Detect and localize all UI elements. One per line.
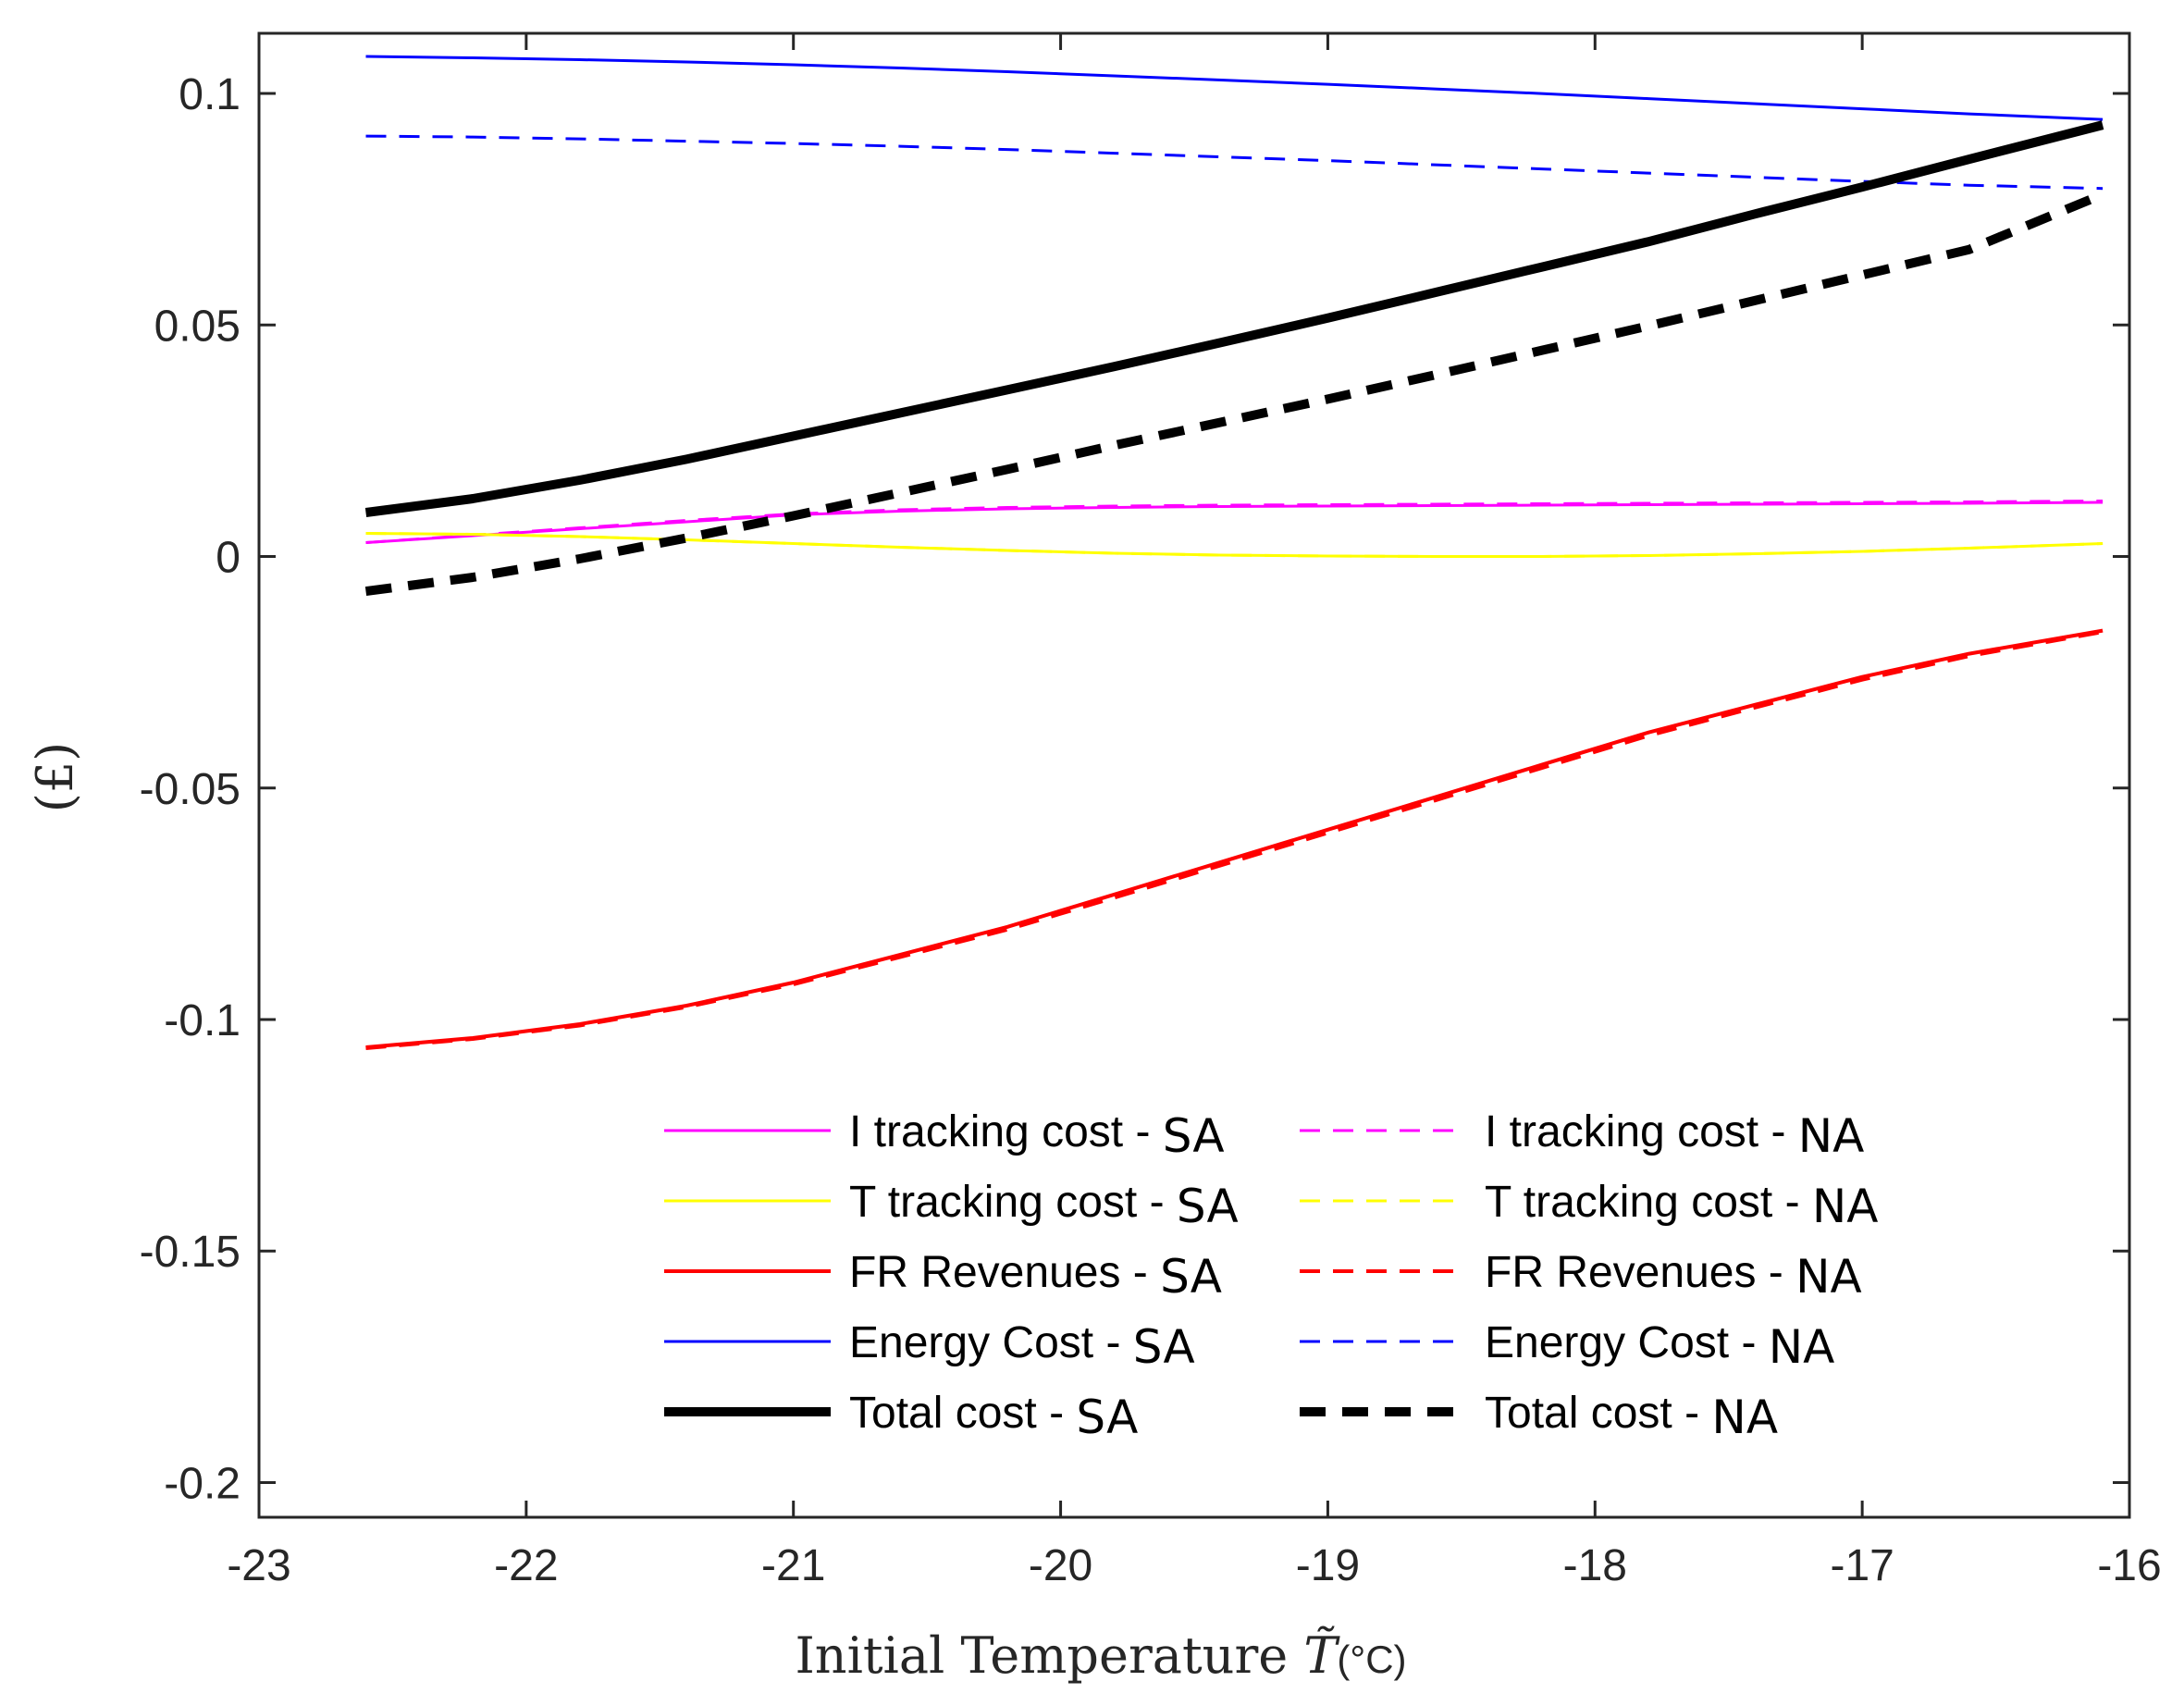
legend-label-9: Total cost - SA: [849, 1389, 1138, 1444]
legend: I tracking cost - SA T tracking cost - SA…: [664, 1107, 1879, 1444]
y-axis-label: (£): [26, 742, 84, 813]
legend-label-3: T tracking cost - SA: [849, 1178, 1239, 1233]
y-tick-label: -0.1: [164, 996, 241, 1045]
legend-label-7: Energy Cost - SA: [849, 1318, 1195, 1374]
series-line-10: [364, 190, 2105, 597]
x-tick-label: -19: [1296, 1541, 1360, 1590]
legend-label-2: I tracking cost - NA: [1485, 1107, 1864, 1163]
x-tick-label: -20: [1029, 1541, 1092, 1590]
series-line-7: [365, 55, 2104, 121]
legend-label-8: Energy Cost - NA: [1485, 1318, 1834, 1374]
y-tick-label: 0: [216, 534, 241, 583]
y-tick-label: -0.05: [140, 765, 241, 814]
series-line-4: [365, 532, 2104, 558]
ticks-layer: -23 -22 -21 -20 -19 -18 -17 -16 -0.2 -0.15 -0.1 -0.…: [140, 33, 2162, 1590]
plot-frame: [257, 31, 2131, 1519]
x-tick-label: -21: [761, 1541, 825, 1590]
x-tick-label: -17: [1830, 1541, 1894, 1590]
series-line-6: [365, 630, 2104, 1050]
legend-label-4: T tracking cost - NA: [1485, 1178, 1879, 1233]
axes-layer: [257, 31, 2131, 1519]
series-line-8: [365, 134, 2104, 191]
series-line-5: [365, 628, 2104, 1049]
x-tick-label: -16: [2097, 1541, 2161, 1590]
x-axis-label-symbol: T̃: [1303, 1626, 1340, 1685]
x-axis-label-unit: (°C): [1337, 1638, 1406, 1681]
y-tick-label: 0.05: [154, 302, 241, 351]
x-tick-label: -18: [1563, 1541, 1627, 1590]
y-tick-label: -0.15: [140, 1228, 241, 1277]
x-axis-label-text: Initial Temperature: [795, 1626, 1288, 1685]
series-line-9: [364, 120, 2104, 517]
series-line-2: [365, 500, 2104, 544]
series-layer: [364, 55, 2105, 1050]
x-tick-label: -22: [494, 1541, 558, 1590]
legend-label-1: I tracking cost - SA: [849, 1107, 1225, 1163]
legend-label-10: Total cost - NA: [1485, 1389, 1778, 1444]
legend-label-6: FR Revenues - NA: [1485, 1248, 1862, 1304]
y-tick-label: -0.2: [164, 1459, 241, 1508]
y-tick-label: 0.1: [179, 70, 241, 119]
x-tick-label: -23: [227, 1541, 290, 1590]
x-axis-label: Initial Temperature T̃(°C): [795, 1626, 1406, 1685]
legend-label-5: FR Revenues - SA: [849, 1248, 1222, 1304]
